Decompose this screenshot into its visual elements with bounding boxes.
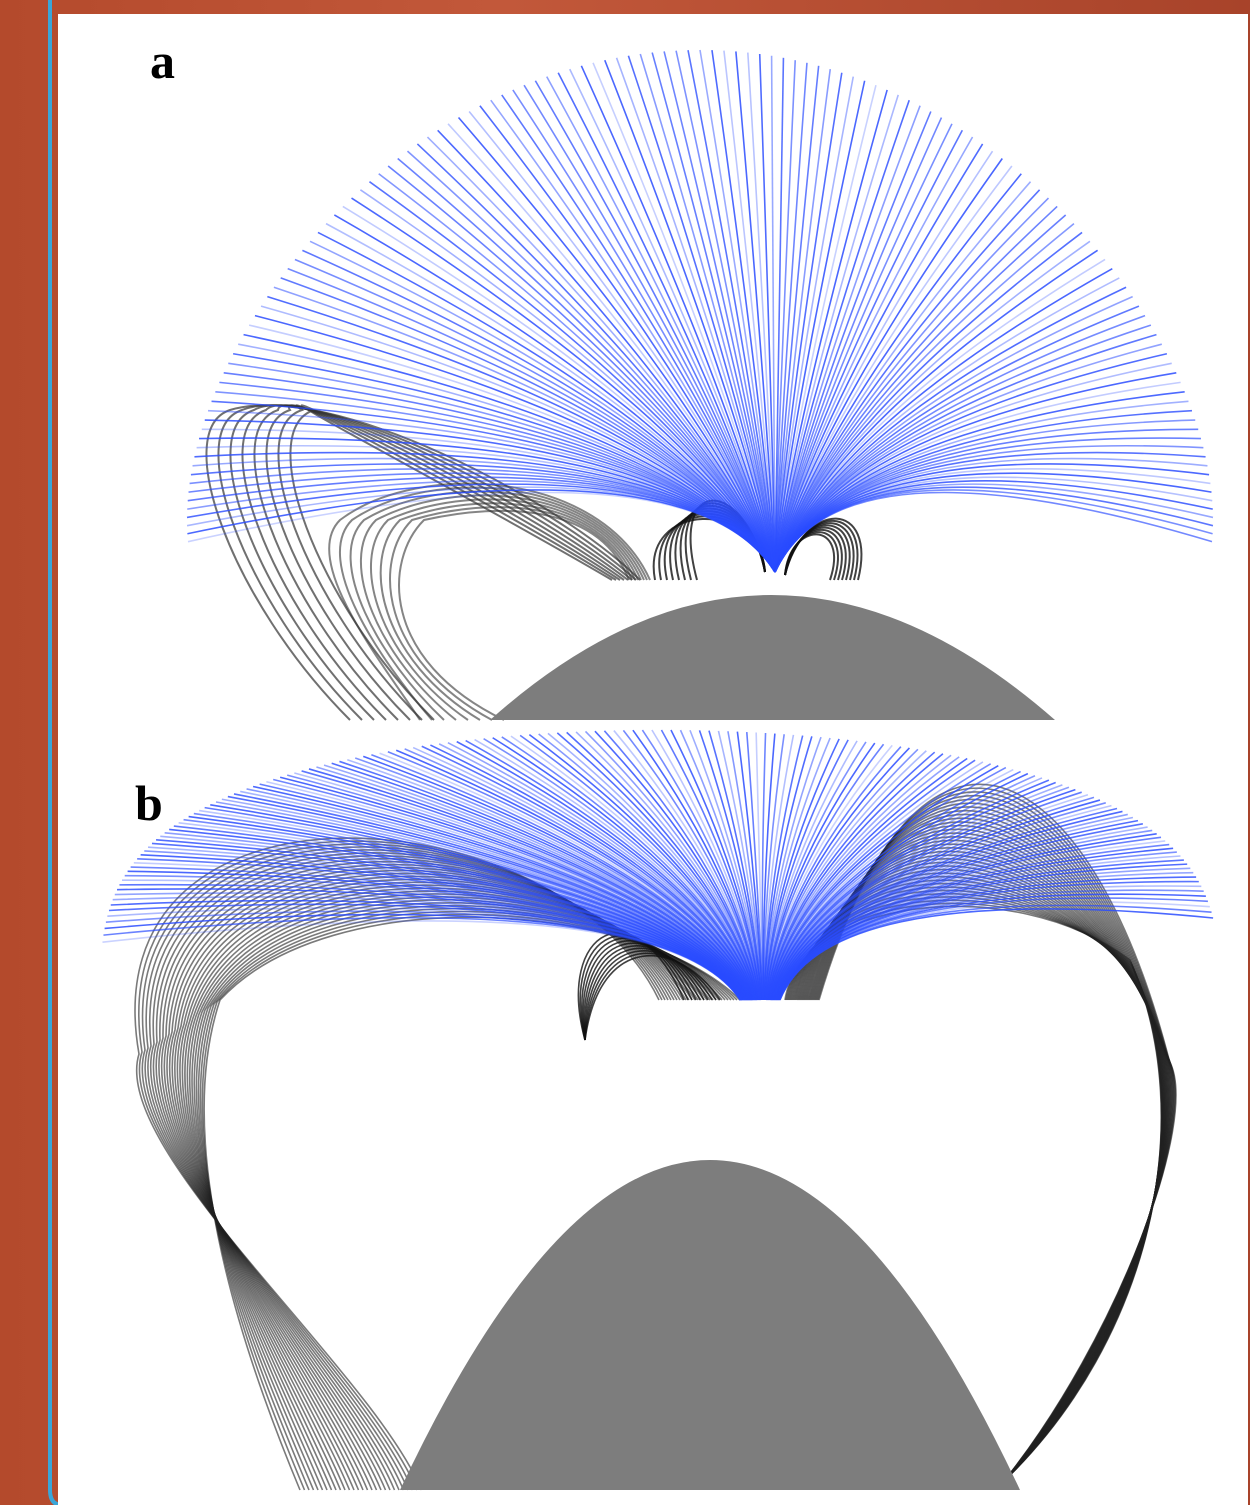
figure: a b bbox=[0, 0, 1250, 1505]
panel-label: a bbox=[150, 33, 175, 89]
panel-label: b bbox=[135, 775, 163, 831]
page: a b bbox=[0, 0, 1250, 1505]
